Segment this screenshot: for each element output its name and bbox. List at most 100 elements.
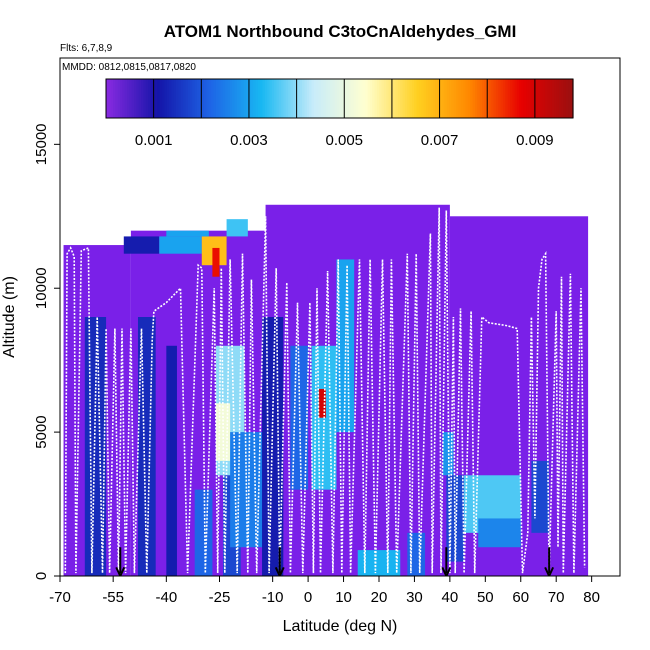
colorbar-segment bbox=[122, 79, 126, 118]
colorbar-segment bbox=[561, 79, 565, 118]
colorbar-segment bbox=[164, 79, 168, 118]
colorbar-segment bbox=[134, 79, 137, 118]
colorbar-segment bbox=[362, 79, 366, 118]
colorbar-segment bbox=[332, 79, 336, 118]
colorbar-tick-label: 0.001 bbox=[135, 132, 173, 149]
colorbar-segment bbox=[241, 79, 245, 118]
colorbar-segment bbox=[117, 79, 121, 118]
colorbar-segment bbox=[108, 79, 112, 118]
colorbar-segment bbox=[129, 79, 133, 118]
colorbar-segment bbox=[570, 79, 574, 118]
colorbar-segment bbox=[330, 79, 334, 118]
colorbar-segment bbox=[157, 79, 161, 118]
colorbar-segment bbox=[115, 79, 119, 118]
colorbar-segment bbox=[327, 79, 331, 118]
colorbar-segment bbox=[201, 79, 205, 118]
colorbar-segment bbox=[400, 79, 404, 118]
colorbar-segment bbox=[558, 79, 562, 118]
colorbar-segment bbox=[519, 79, 523, 118]
x-axis-label: Latitude (deg N) bbox=[283, 618, 398, 635]
colorbar-segment bbox=[526, 79, 530, 118]
colorbar-tick-label: 0.005 bbox=[325, 132, 363, 149]
colorbar-segment bbox=[381, 79, 385, 118]
colorbar-segment bbox=[185, 79, 189, 118]
colorbar-segment bbox=[271, 79, 275, 118]
colorbar-segment bbox=[288, 79, 292, 118]
colorbar-segment bbox=[470, 79, 474, 118]
colorbar-segment bbox=[318, 79, 322, 118]
colorbar-segment bbox=[276, 79, 280, 118]
colorbar-segment bbox=[346, 79, 350, 118]
colorbar-segment bbox=[554, 79, 558, 118]
heatmap-cell bbox=[159, 236, 202, 254]
colorbar-segment bbox=[169, 79, 172, 118]
colorbar-tick-label: 0.007 bbox=[421, 132, 459, 149]
down-arrow-marker bbox=[544, 547, 555, 576]
colorbar-segment bbox=[556, 79, 560, 118]
y-tick-label: 5000 bbox=[33, 415, 50, 448]
colorbar-segment bbox=[297, 79, 301, 118]
colorbar-segment bbox=[264, 79, 268, 118]
colorbar-segment bbox=[222, 79, 226, 118]
colorbar-frame bbox=[105, 78, 574, 119]
colorbar-segment bbox=[514, 79, 518, 118]
colorbar-segment bbox=[488, 79, 492, 118]
colorbar-segment bbox=[313, 79, 317, 118]
colorbar-segment bbox=[507, 79, 511, 118]
colorbar-segment bbox=[166, 79, 170, 118]
colorbar-segment bbox=[309, 79, 313, 118]
colorbar-segment bbox=[106, 79, 109, 118]
colorbar-segment bbox=[183, 79, 186, 118]
colorbar-segment bbox=[444, 79, 448, 118]
colorbar-segment bbox=[190, 79, 193, 118]
colorbar-segment bbox=[180, 79, 184, 118]
colorbar-segment bbox=[421, 79, 425, 118]
colorbar-segment bbox=[355, 79, 359, 118]
colorbar-segment bbox=[150, 79, 154, 118]
x-tick-label: 30 bbox=[406, 589, 423, 606]
colorbar-segment bbox=[299, 79, 303, 118]
colorbar-segment bbox=[521, 79, 525, 118]
colorbar-segment bbox=[495, 79, 499, 118]
colorbar-segment bbox=[460, 79, 464, 118]
flights-note: Flts: 6,7,8,9 bbox=[60, 43, 113, 54]
colorbar-segment bbox=[218, 79, 222, 118]
colorbar-segment bbox=[397, 79, 401, 118]
colorbar-segment bbox=[248, 79, 252, 118]
colorbar-segment bbox=[358, 79, 362, 118]
colorbar-segment bbox=[430, 79, 434, 118]
marker-layer bbox=[115, 547, 555, 576]
heatmap-cell bbox=[478, 518, 521, 548]
colorbar-segment bbox=[416, 79, 420, 118]
heatmap-cell bbox=[212, 247, 220, 277]
colorbar-segment bbox=[138, 79, 142, 118]
colorbar-segment bbox=[467, 79, 471, 118]
colorbar-segment bbox=[260, 79, 264, 118]
colorbar-segment bbox=[348, 79, 352, 118]
colorbar-segment bbox=[544, 79, 548, 118]
heatmap-cell bbox=[123, 236, 160, 254]
colorbar-segment bbox=[409, 79, 413, 118]
colorbar-segment bbox=[213, 79, 217, 118]
colorbar-segment bbox=[215, 79, 219, 118]
x-tick-label: 80 bbox=[583, 589, 600, 606]
colorbar-segment bbox=[481, 79, 485, 118]
y-tick-label: 15000 bbox=[33, 123, 50, 165]
colorbar-segment bbox=[449, 79, 453, 118]
colorbar-segment bbox=[290, 79, 294, 118]
colorbar-segment bbox=[386, 79, 390, 118]
arrow-head bbox=[115, 566, 126, 576]
heatmap-cell bbox=[166, 230, 209, 237]
colorbar-segment bbox=[306, 79, 310, 118]
down-arrow-marker bbox=[441, 547, 452, 576]
colorbar-segment bbox=[551, 79, 555, 118]
colorbar-segment bbox=[176, 79, 179, 118]
y-axis: 0 5000 10000 15000 bbox=[33, 123, 60, 580]
colorbar-segment bbox=[463, 79, 467, 118]
y-tick-label: 0 bbox=[33, 572, 50, 580]
colorbar-segment bbox=[367, 79, 371, 118]
colorbar-segment bbox=[565, 79, 569, 118]
colorbar-segment bbox=[257, 79, 261, 118]
colorbar-segment bbox=[148, 79, 151, 118]
x-tick-label: 10 bbox=[335, 589, 352, 606]
